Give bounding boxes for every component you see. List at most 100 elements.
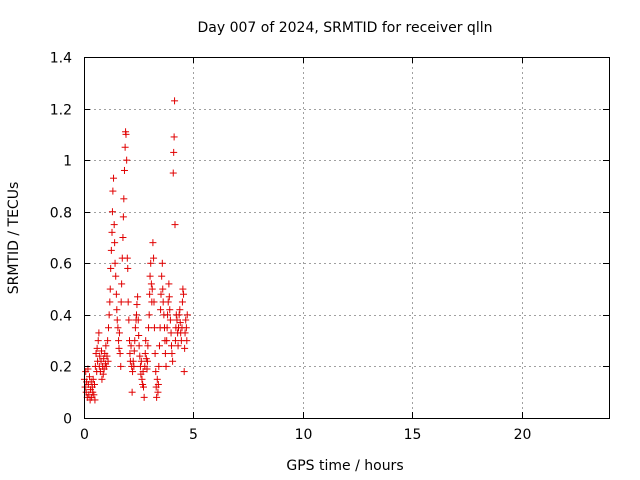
data-point [93,344,101,352]
data-point [168,350,176,358]
data-point [154,380,162,388]
data-point [89,375,97,383]
y-axis: 0 0.2 0.4 0.6 0.8 1 1.2 1.4 [50,51,609,428]
data-point [144,342,152,350]
x-tick-label: 0 [80,427,89,443]
data-point [136,352,144,360]
data-point [149,239,157,247]
data-point [176,319,184,327]
data-point [183,311,191,319]
y-axis-label: SRMTID / TECUs [6,182,22,295]
data-point [127,342,135,350]
data-point [166,316,174,324]
data-point [153,375,161,383]
y-tick-label: 0.8 [50,206,72,222]
data-point [114,324,122,332]
data-point [158,259,166,267]
data-point [106,298,114,306]
data-point [167,329,175,337]
data-point [108,228,116,236]
data-point [180,290,188,298]
data-point [178,298,186,306]
data-point [147,259,155,267]
data-point [146,290,154,298]
y-tick-label: 1.4 [50,51,72,67]
data-point [169,169,177,177]
data-point [157,306,165,314]
data-point [143,357,151,365]
data-point [140,383,147,391]
data-point [181,344,189,352]
x-tick-label: 5 [189,427,198,443]
data-point [170,148,178,156]
data-point [155,362,163,370]
data-point [135,342,143,350]
data-point [109,187,117,195]
data-point [115,344,123,352]
data-point [133,311,140,319]
data-point [140,393,148,401]
data-point [94,337,102,345]
data-point [138,375,146,383]
data-point [146,272,154,280]
data-point [130,347,138,355]
data-point [143,365,151,373]
data-point [110,221,118,229]
data-point [108,208,116,216]
data-point [165,280,173,288]
data-point [182,324,190,332]
data-point [148,285,156,293]
data-point [131,337,139,345]
data-point [129,357,137,365]
data-point [139,368,147,376]
data-point [171,221,179,229]
data-point [152,368,160,376]
data-point [170,133,178,141]
y-tick-label: 1 [63,154,72,170]
data-point [91,396,99,404]
data-point [142,337,150,345]
y-tick-label: 0 [63,412,72,428]
data-point [102,362,110,370]
x-axis-label: GPS time / hours [286,458,403,474]
data-point [121,143,129,151]
data-point [98,375,106,383]
plot-frame [84,57,610,419]
x-tick-label: 15 [404,427,422,443]
data-point [113,306,121,314]
data-point [120,195,128,203]
data-point [118,280,126,288]
data-point [111,259,119,267]
data-point [110,174,118,182]
data-point [137,357,145,365]
data-point [155,342,163,350]
data-points [80,97,191,404]
data-point [150,254,158,262]
data-point [112,290,120,298]
data-point [104,357,112,365]
data-point [130,362,138,370]
y-tick-label: 0.2 [50,360,72,376]
data-point [163,337,171,345]
data-point [131,324,139,332]
data-point [157,290,165,298]
data-point [92,350,100,358]
data-point [183,337,191,345]
data-point [126,350,134,358]
data-point [107,264,115,272]
data-point [112,272,120,280]
data-point [166,306,174,314]
data-point [175,311,183,319]
y-tick-label: 1.2 [50,103,72,119]
data-point [124,264,132,272]
data-point [165,293,173,301]
data-point [105,324,112,332]
data-point [168,342,175,350]
data-point [104,337,112,345]
data-point [124,298,132,306]
data-point [171,97,179,105]
data-point [128,388,136,396]
data-point [134,293,142,301]
data-point [159,285,167,293]
data-point [169,357,177,365]
